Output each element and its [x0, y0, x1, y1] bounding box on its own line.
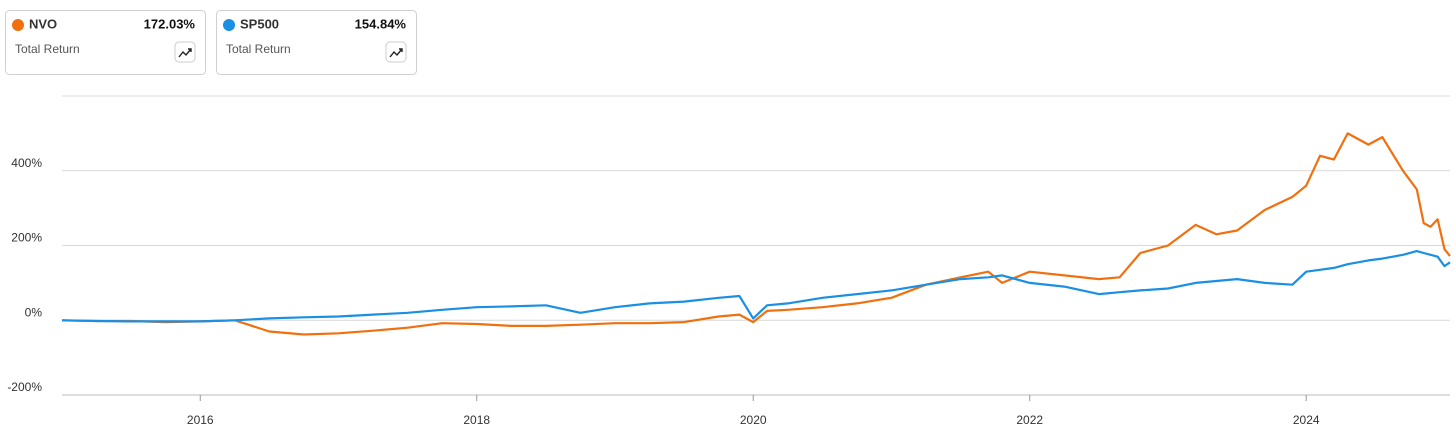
x-tick-label: 2022: [1016, 413, 1043, 427]
line-series: [61, 250, 1451, 323]
card-box: [216, 10, 417, 75]
y-tick-label: 0%: [25, 305, 43, 319]
trend-icon: [389, 48, 403, 58]
trend-icon-box: [174, 41, 196, 63]
legend-name: NVO: [29, 16, 57, 31]
card-box: [5, 10, 206, 75]
total-return-label: Total Return: [15, 42, 80, 56]
legend-name: SP500: [240, 16, 279, 31]
total-return-label: Total Return: [226, 42, 291, 56]
legend-dot: [12, 19, 24, 31]
legend-dot: [223, 19, 235, 31]
x-tick-label: 2016: [187, 413, 214, 427]
trend-icon: [178, 48, 192, 58]
x-tick-label: 2018: [463, 413, 490, 427]
y-tick-label: 400%: [11, 156, 42, 170]
x-tick-label: 2024: [1293, 413, 1320, 427]
x-tick-label: 2020: [740, 413, 767, 427]
total-return-value: 172.03%: [144, 16, 196, 31]
legend-card[interactable]: NVO 172.03% Total Return: [5, 10, 206, 75]
legend-card[interactable]: SP500 154.84% Total Return: [216, 10, 417, 75]
trend-icon-box: [385, 41, 407, 63]
total-return-value: 154.84%: [355, 16, 407, 31]
y-tick-label: -200%: [7, 380, 42, 394]
y-tick-label: 200%: [11, 231, 42, 245]
line-series: [61, 132, 1451, 336]
